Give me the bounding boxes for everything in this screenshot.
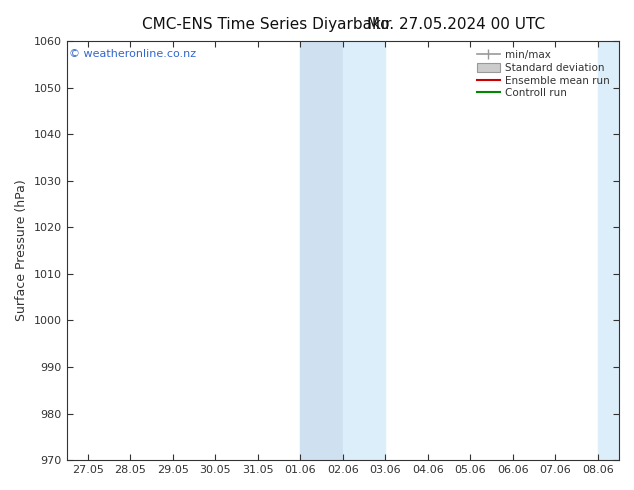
Bar <box>301 41 343 460</box>
Bar <box>343 41 385 460</box>
Text: © weatheronline.co.nz: © weatheronline.co.nz <box>69 49 197 59</box>
Legend: min/max, Standard deviation, Ensemble mean run, Controll run: min/max, Standard deviation, Ensemble me… <box>472 46 614 102</box>
Bar <box>598 41 619 460</box>
Text: CMC-ENS Time Series Diyarbakır: CMC-ENS Time Series Diyarbakır <box>141 17 391 32</box>
Y-axis label: Surface Pressure (hPa): Surface Pressure (hPa) <box>15 180 28 321</box>
Text: Mo. 27.05.2024 00 UTC: Mo. 27.05.2024 00 UTC <box>368 17 545 32</box>
